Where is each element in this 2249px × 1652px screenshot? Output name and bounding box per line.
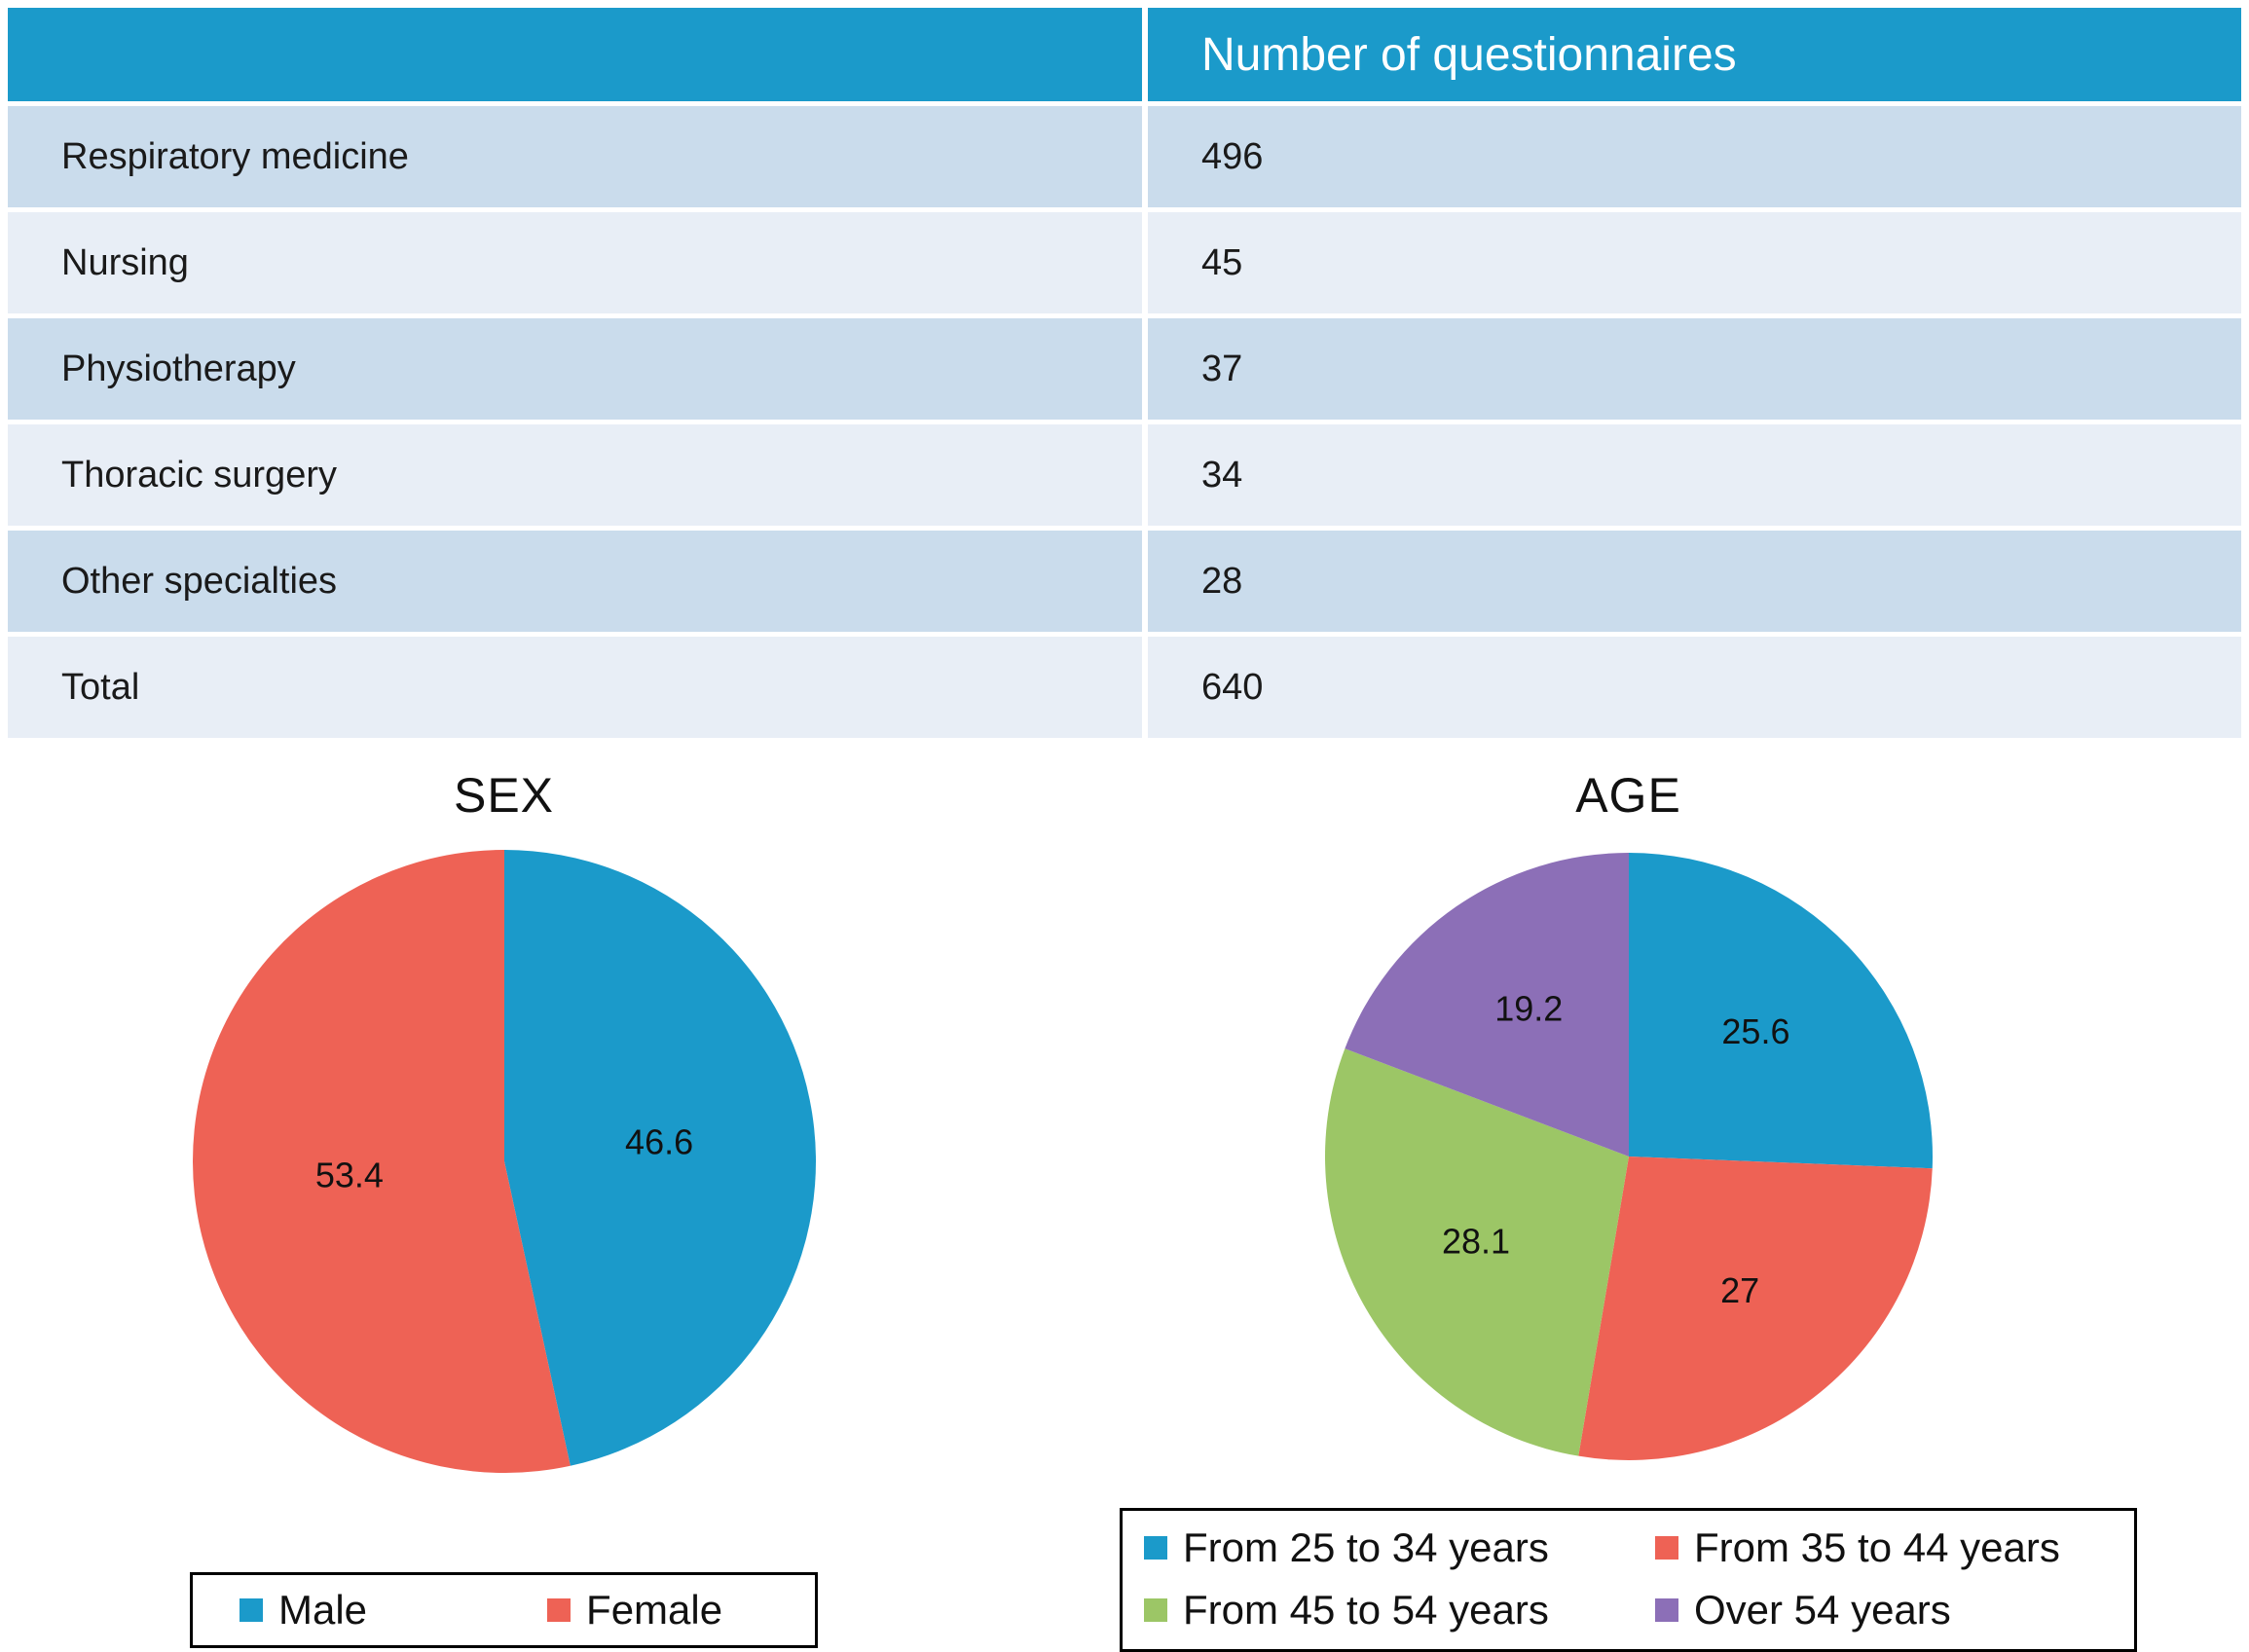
table-header-empty-cell (8, 8, 1142, 101)
legend-label: Female (586, 1587, 723, 1633)
row-value-cell: 496 (1148, 106, 2241, 207)
male-swatch-icon (240, 1598, 263, 1622)
questionnaires-table: Number of questionnaires Respiratory med… (8, 8, 2241, 738)
legend-label: From 25 to 34 years (1183, 1524, 1549, 1570)
sex-pie-chart: 46.6 53.4 (192, 850, 816, 1473)
age-chart: AGE 25.6 27 28.1 19.2 From 25 to 34 years F… (1008, 738, 2249, 1652)
age-45-54-swatch-icon (1144, 1598, 1167, 1622)
legend-item-female: Female (547, 1587, 722, 1634)
age-25-34-swatch-icon (1144, 1536, 1167, 1560)
age-chart-title: AGE (1575, 768, 1681, 823)
pie-value-label: 27 (1720, 1270, 1759, 1310)
row-value-cell: 45 (1148, 212, 2241, 313)
legend-item-45-54: From 45 to 54 years (1144, 1587, 1655, 1634)
age-over-54-swatch-icon (1655, 1598, 1678, 1622)
pie-value-label: 46.6 (625, 1121, 693, 1161)
legend-label: From 35 to 44 years (1694, 1524, 2060, 1570)
pie-value-label: 25.6 (1721, 1011, 1789, 1051)
pie-value-label: 19.2 (1494, 989, 1563, 1029)
age-pie-chart: 25.6 27 28.1 19.2 (1324, 853, 1933, 1460)
legend-item-35-44: From 35 to 44 years (1655, 1524, 2113, 1571)
age-35-44-swatch-icon (1655, 1536, 1678, 1560)
legend-label: Over 54 years (1694, 1587, 1951, 1633)
row-label-cell: Physiotherapy (8, 318, 1142, 420)
pie-value-label: 28.1 (1441, 1222, 1509, 1262)
pie-slice (1628, 853, 1933, 1169)
age-legend: From 25 to 34 years From 35 to 44 years … (1120, 1508, 2137, 1652)
table-header-questionnaires: Number of questionnaires (1148, 8, 2241, 101)
legend-item-male: Male (240, 1587, 367, 1634)
legend-item-over-54: Over 54 years (1655, 1587, 2113, 1634)
row-label-cell: Other specialties (8, 531, 1142, 632)
pie-slice (1344, 853, 1629, 1156)
pie-value-label: 53.4 (314, 1156, 383, 1195)
row-label-cell: Respiratory medicine (8, 106, 1142, 207)
legend-label: Male (278, 1587, 368, 1633)
legend-item-25-34: From 25 to 34 years (1144, 1524, 1655, 1571)
row-value-cell: 28 (1148, 531, 2241, 632)
row-value-cell: 640 (1148, 637, 2241, 738)
row-label-cell: Total (8, 637, 1142, 738)
sex-legend: Male Female (190, 1572, 818, 1648)
row-value-cell: 34 (1148, 424, 2241, 526)
row-label-cell: Thoracic surgery (8, 424, 1142, 526)
pie-slice (1577, 1156, 1933, 1460)
female-swatch-icon (547, 1598, 571, 1622)
sex-chart-title: SEX (453, 768, 555, 823)
row-value-cell: 37 (1148, 318, 2241, 420)
legend-label: From 45 to 54 years (1183, 1587, 1549, 1633)
pie-slice (503, 850, 816, 1466)
charts-row: SEX 46.6 53.4 Male Female AGE 25.6 27 28.1 1… (0, 738, 2249, 1652)
row-label-cell: Nursing (8, 212, 1142, 313)
sex-chart: SEX 46.6 53.4 Male Female (0, 738, 1008, 1652)
pie-slice (192, 850, 571, 1473)
pie-slice (1324, 1048, 1629, 1456)
